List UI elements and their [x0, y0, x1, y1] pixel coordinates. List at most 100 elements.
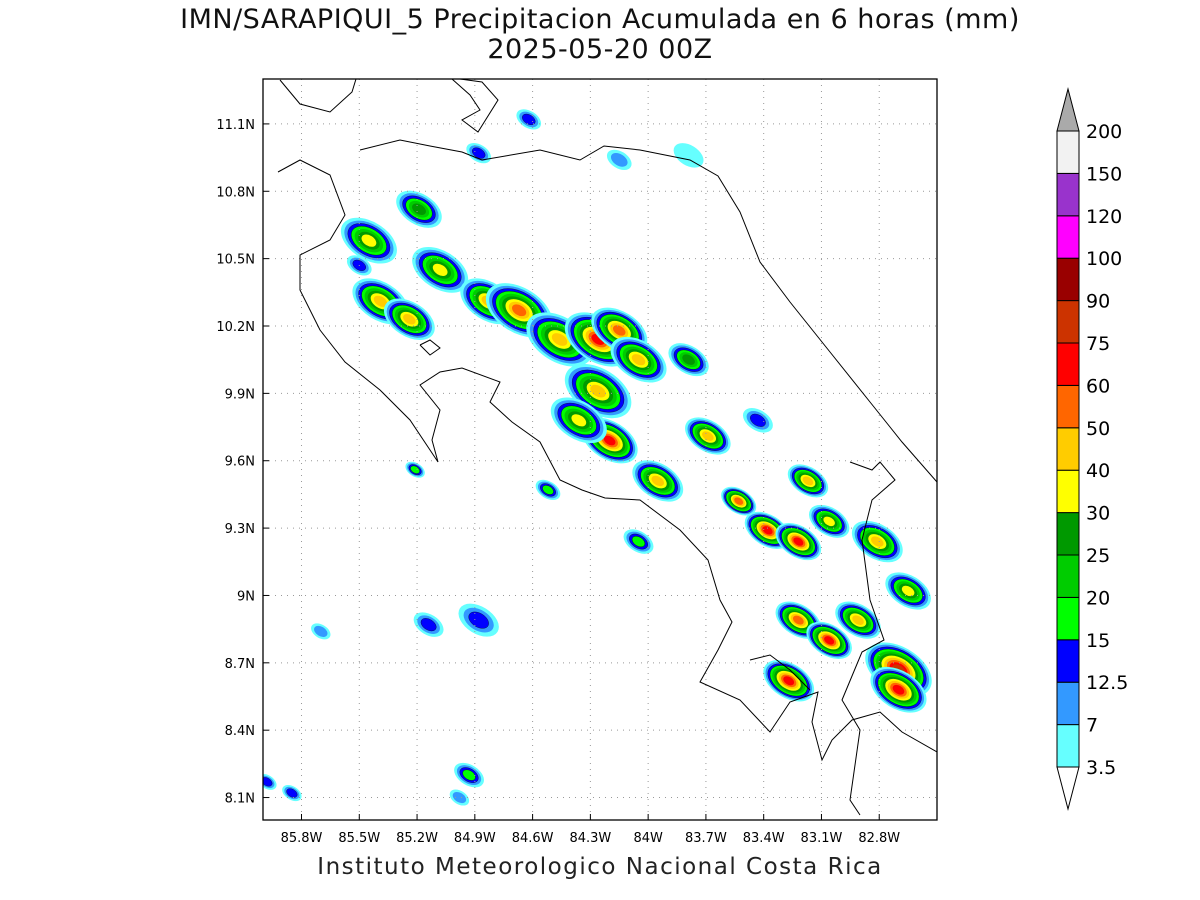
colorbar-label: 20: [1086, 587, 1110, 609]
rain-cell: [685, 417, 731, 455]
rain-cell: [835, 601, 881, 639]
colorbar-swatch: [1056, 681, 1080, 726]
lat-tick-label: 9.6N: [225, 455, 255, 470]
colorbar-swatch: [1056, 596, 1080, 641]
rain-contour-25: [682, 354, 695, 365]
colorbar-label: 200: [1086, 121, 1122, 143]
colorbar-label: 30: [1086, 503, 1110, 525]
coastline: [359, 139, 937, 483]
rain-cell: [763, 660, 815, 702]
rain-cell: [454, 762, 485, 788]
rain-contour-50: [792, 615, 804, 625]
colorbar-label: 75: [1086, 333, 1110, 355]
rain-contour-40: [403, 314, 416, 325]
rain-cell: [606, 149, 632, 170]
lat-tick-label: 9.9N: [225, 387, 255, 402]
colorbar-swatch: [1056, 724, 1080, 768]
rain-contour-50: [512, 304, 527, 317]
rain-cell: [808, 504, 850, 538]
colorbar-label: 60: [1086, 375, 1110, 397]
lat-tick-label: 11.1N: [216, 118, 255, 133]
rain-contour-7: [452, 791, 467, 804]
lat-tick-label: 8.1N: [225, 792, 255, 807]
rain-contour-40: [802, 476, 814, 486]
rain-contour-30: [823, 516, 835, 527]
rain-contour-15: [410, 465, 420, 474]
rain-contour-7: [314, 625, 328, 637]
rain-contour-40: [631, 354, 646, 366]
rain-cell: [668, 343, 709, 377]
rain-contour-60: [783, 676, 795, 686]
rain-contour-3.5: [673, 143, 704, 168]
rain-contour-40: [373, 295, 388, 307]
rain-contour-30: [361, 234, 377, 247]
chart-subtitle: 2025-05-20 00Z: [487, 34, 713, 65]
colorbar-swatch: [1056, 257, 1080, 302]
coastline: [451, 79, 499, 133]
rain-cell: [742, 408, 773, 433]
rain-cell: [263, 773, 277, 790]
chart-title: IMN/SARAPIQUI_5 Precipitacion Acumulada …: [180, 4, 1020, 35]
rain-cell: [787, 464, 829, 498]
rain-contour-15: [631, 536, 646, 548]
rain-contour-30: [571, 414, 587, 427]
rain-contour-40: [551, 333, 568, 346]
grid-lines: [263, 79, 937, 820]
rain-cell: [610, 336, 667, 383]
rain-contour-60: [762, 526, 773, 535]
colorbar-swatch: [1056, 342, 1080, 386]
lon-tick-label: 83.7W: [685, 831, 727, 846]
colorbar-swatch: [1056, 512, 1080, 556]
rain-cell: [449, 789, 470, 806]
lon-tick-label: 83.4W: [743, 831, 785, 846]
coastlines-borders: [277, 79, 937, 816]
rain-contour-12.5: [263, 777, 273, 787]
lon-tick-label: 84.6W: [512, 831, 554, 846]
colorbar-swatch: [1056, 469, 1080, 514]
rain-contour-50: [734, 497, 744, 505]
rain-contour-60: [603, 435, 616, 446]
colorbar-label: 12.5: [1086, 672, 1128, 694]
rain-contour-60: [824, 636, 835, 645]
colorbar-under-triangle: [1056, 766, 1080, 811]
rain-contour-12.5: [750, 413, 766, 427]
rain-contour-40: [852, 615, 864, 625]
lon-tick-label: 84.3W: [569, 831, 611, 846]
axis-ticks: 85.8W 85.5W 85.2W 84.9W 84.6W 84.3W 84W 83.7W 83…: [216, 118, 900, 846]
coastline: [749, 654, 811, 691]
lat-tick-label: 10.2N: [216, 320, 255, 335]
colorbar: 3.5 7 12.5 15 20 25 30 40 50 60 75 90 100 120 150 200: [1056, 87, 1128, 811]
lon-tick-label: 83.1W: [801, 831, 843, 846]
rain-cell: [466, 142, 492, 164]
rain-cell: [516, 109, 542, 130]
coastline: [841, 461, 896, 816]
colorbar-label: 7: [1086, 715, 1098, 737]
rain-cell: [673, 143, 704, 168]
colorbar-swatch: [1056, 215, 1080, 259]
coastline: [279, 79, 357, 113]
colorbar-label: 150: [1086, 163, 1122, 185]
rain-contour-60: [892, 684, 905, 695]
rain-cell: [870, 666, 927, 713]
rain-contour-50: [613, 325, 626, 336]
coastline: [419, 339, 441, 356]
colorbar-swatch: [1056, 172, 1080, 217]
rain-cell: [383, 298, 435, 341]
lon-tick-label: 85.5W: [338, 831, 380, 846]
colorbar-over-triangle: [1056, 87, 1080, 132]
rain-cell: [535, 479, 561, 501]
rain-cell: [412, 246, 469, 293]
lat-tick-label: 9.3N: [225, 522, 255, 537]
rain-contour-40: [871, 536, 884, 547]
rain-cell: [775, 522, 822, 561]
rain-contour-12.5: [420, 618, 437, 632]
colorbar-label: 40: [1086, 460, 1110, 482]
footer-credit: Instituto Meteorologico Nacional Costa R…: [317, 854, 883, 880]
lat-tick-label: 10.8N: [216, 185, 255, 200]
lat-tick-label: 8.4N: [225, 724, 255, 739]
rain-cell: [623, 529, 654, 554]
lat-tick-label: 10.5N: [216, 253, 255, 268]
colorbar-swatch: [1056, 384, 1080, 429]
rain-cell: [346, 255, 372, 276]
